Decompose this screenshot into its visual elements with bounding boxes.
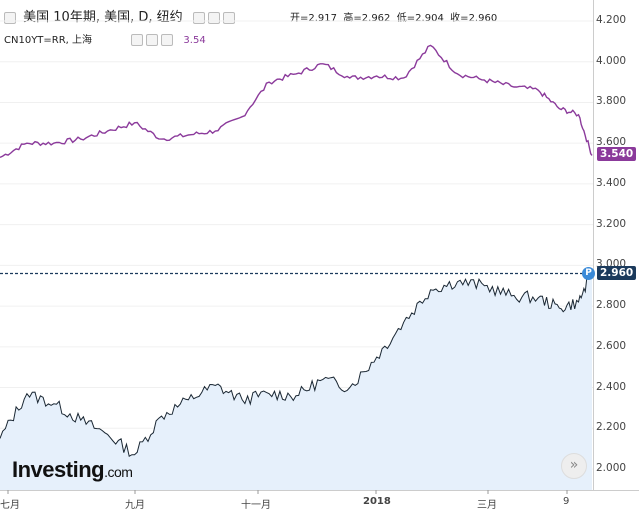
ohlc-readout: 开=2.917 高=2.962 低=2.904 收=2.960 — [290, 13, 498, 24]
y-tick-label: 3.400 — [596, 176, 627, 189]
y-tick-label: 3.600 — [596, 136, 627, 149]
scroll-to-latest-button[interactable]: » — [561, 453, 587, 479]
open-label: 开 — [290, 13, 300, 24]
eye-icon[interactable] — [131, 34, 144, 46]
x-tick-label: 9 — [563, 496, 570, 507]
gear-icon[interactable] — [146, 34, 159, 46]
y-tick-label: 2.800 — [596, 299, 627, 312]
cn-last-value-badge: 3.540 — [597, 147, 637, 162]
y-tick-label: 3.200 — [596, 217, 627, 230]
close-value: 2.960 — [468, 13, 498, 24]
compare-value: 3.54 — [183, 35, 206, 46]
compare-row: CN10YT=RR, 上海 3.54 — [4, 31, 206, 46]
price-marker-icon[interactable]: P — [582, 266, 595, 280]
investing-logo: Investing.com — [12, 457, 133, 483]
x-tick-label: 2018 — [363, 496, 391, 507]
y-tick-label: 3.800 — [596, 95, 627, 108]
y-tick-label: 2.600 — [596, 339, 627, 352]
y-tick-label: 4.000 — [596, 54, 627, 67]
logo-suffix: .com — [104, 464, 133, 480]
y-tick-label: 2.400 — [596, 380, 627, 393]
close-label: 收 — [450, 13, 461, 24]
cn-yield-line — [0, 44, 593, 159]
y-tick-label: 2.000 — [596, 462, 627, 474]
y-tick-label: 4.200 — [596, 14, 627, 26]
high-value: 2.962 — [361, 13, 391, 24]
x-tick-marks — [7, 490, 568, 494]
low-value: 2.904 — [415, 13, 444, 24]
us-last-value-badge: 2.960 — [597, 265, 637, 280]
x-tick-label: 七月 — [0, 500, 20, 511]
open-value: 2.917 — [308, 13, 338, 24]
close-icon[interactable] — [161, 34, 174, 46]
x-tick-label: 十一月 — [241, 500, 271, 511]
logo-text: Investing — [12, 457, 105, 482]
us-yield-area — [0, 273, 592, 490]
x-tick-label: 九月 — [125, 500, 145, 511]
low-label: 低 — [396, 13, 407, 24]
y-tick-label: 2.200 — [596, 421, 627, 434]
compare-symbol: CN10YT=RR, 上海 — [4, 35, 93, 46]
high-label: 高 — [343, 13, 354, 24]
x-tick-label: 三月 — [477, 500, 497, 511]
us-yield-line — [0, 273, 593, 457]
